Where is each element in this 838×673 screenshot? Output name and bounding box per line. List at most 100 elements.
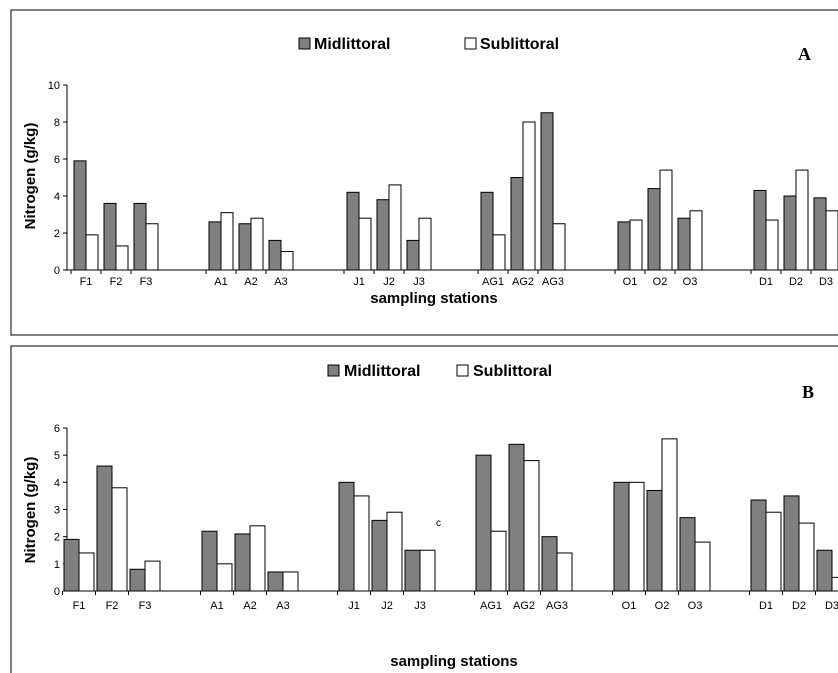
x-tick-label-d1: D1 bbox=[759, 276, 773, 288]
y-tick-label: 2 bbox=[54, 228, 60, 240]
bar-sublittoral-f3 bbox=[144, 560, 161, 592]
x-tick-label-d1: D1 bbox=[759, 600, 773, 612]
legend-swatch-sublittoral bbox=[464, 37, 477, 50]
panel-a-plot-area: 0 2 4 6 8 10 F1 F2 F3 A1 A2 A3 J1 J2 J3 AG1 AG2 AG3 O1 O2 O3… bbox=[48, 80, 838, 288]
panel-b-frame bbox=[10, 345, 838, 673]
bar-midlittoral-ag2 bbox=[510, 177, 524, 271]
bar-midlittoral-ag1 bbox=[480, 191, 494, 271]
bar-sublittoral-o2 bbox=[659, 169, 673, 271]
bar-sublittoral-j1 bbox=[353, 495, 370, 592]
bar-sublittoral-d3 bbox=[831, 576, 838, 592]
bar-midlittoral-o3 bbox=[677, 217, 691, 271]
x-tick-label-o3: O3 bbox=[683, 276, 698, 288]
bar-sublittoral-j3 bbox=[419, 549, 436, 592]
bar-sublittoral-j1 bbox=[358, 217, 372, 271]
legend-swatch-sublittoral bbox=[456, 364, 469, 377]
bar-sublittoral-f3 bbox=[145, 223, 159, 271]
bar-sublittoral-f1 bbox=[78, 552, 95, 592]
bar-sublittoral-f2 bbox=[111, 487, 128, 592]
x-tick-label-o2: O2 bbox=[655, 600, 670, 612]
x-tick-label-d2: D2 bbox=[792, 600, 806, 612]
panel-b: Midlittoral Sublittoral B Nitrogen (g/kg… bbox=[10, 345, 838, 673]
bar-midlittoral-d1 bbox=[753, 189, 767, 271]
panel-b-annotation: c bbox=[436, 518, 441, 529]
x-tick-label-j3: J3 bbox=[413, 276, 425, 288]
panel-a-legend: Midlittoral Sublittoral bbox=[298, 36, 559, 53]
bar-midlittoral-o1 bbox=[613, 481, 630, 592]
x-tick-label-ag3: AG3 bbox=[542, 276, 564, 288]
y-tick-label: 3 bbox=[54, 505, 60, 517]
bar-midlittoral-o1 bbox=[617, 221, 631, 271]
bar-midlittoral-d2 bbox=[783, 195, 797, 271]
bar-midlittoral-d3 bbox=[813, 197, 827, 271]
bar-midlittoral-f3 bbox=[129, 568, 146, 592]
bar-sublittoral-d3 bbox=[825, 210, 838, 271]
bar-midlittoral-ag1 bbox=[475, 454, 492, 592]
x-tick-label-a3: A3 bbox=[276, 600, 289, 612]
y-tick-label: 1 bbox=[54, 559, 60, 571]
legend-label-sublittoral: Sublittoral bbox=[480, 36, 559, 53]
x-tick-label-f1: F1 bbox=[80, 276, 93, 288]
bar-sublittoral-d1 bbox=[765, 219, 779, 271]
x-tick-label-o3: O3 bbox=[688, 600, 703, 612]
x-tick-label-a1: A1 bbox=[210, 600, 223, 612]
bar-sublittoral-a2 bbox=[249, 525, 266, 592]
x-tick-label-a2: A2 bbox=[244, 276, 257, 288]
x-tick-label-ag2: AG2 bbox=[513, 600, 535, 612]
bar-midlittoral-f3 bbox=[133, 202, 147, 271]
bar-sublittoral-f2 bbox=[115, 245, 129, 271]
bar-sublittoral-ag2 bbox=[522, 121, 536, 271]
y-tick-label: 10 bbox=[48, 80, 60, 92]
bar-midlittoral-o2 bbox=[647, 188, 661, 271]
bar-sublittoral-a3 bbox=[282, 571, 299, 592]
x-tick-label-o2: O2 bbox=[653, 276, 668, 288]
panel-a-frame bbox=[10, 9, 838, 336]
x-tick-label-f1: F1 bbox=[73, 600, 86, 612]
bar-sublittoral-a3 bbox=[280, 251, 294, 271]
bar-sublittoral-o1 bbox=[628, 481, 645, 592]
bar-midlittoral-d3 bbox=[816, 549, 833, 592]
x-tick-label-f2: F2 bbox=[110, 276, 123, 288]
bar-midlittoral-d2 bbox=[783, 495, 800, 592]
bar-sublittoral-ag3 bbox=[552, 223, 566, 271]
bar-midlittoral-a3 bbox=[267, 571, 284, 592]
bar-sublittoral-j3 bbox=[418, 217, 432, 271]
bar-midlittoral-a2 bbox=[238, 223, 252, 271]
bar-sublittoral-a2 bbox=[250, 217, 264, 271]
bar-midlittoral-j2 bbox=[371, 519, 388, 592]
y-tick-label: 0 bbox=[54, 265, 60, 277]
bar-sublittoral-ag3 bbox=[556, 552, 573, 592]
y-tick-label: 0 bbox=[54, 586, 60, 598]
panel-a-letter: A bbox=[798, 44, 811, 64]
panel-a-y-axis-label: Nitrogen (g/kg) bbox=[22, 123, 39, 230]
y-tick-label: 5 bbox=[54, 450, 60, 462]
legend-label-sublittoral: Sublittoral bbox=[473, 363, 552, 380]
panel-a: Midlittoral Sublittoral A Nitrogen (g/kg… bbox=[10, 9, 838, 336]
y-tick-label: 4 bbox=[54, 191, 60, 203]
bar-midlittoral-j2 bbox=[376, 199, 390, 271]
panel-b-y-axis-label: Nitrogen (g/kg) bbox=[22, 457, 39, 564]
x-tick-label-a1: A1 bbox=[214, 276, 227, 288]
x-tick-label-f2: F2 bbox=[106, 600, 119, 612]
x-tick-label-j1: J1 bbox=[348, 600, 360, 612]
x-tick-label-o1: O1 bbox=[623, 276, 638, 288]
bar-sublittoral-f1 bbox=[85, 234, 99, 271]
legend-swatch-midlittoral bbox=[298, 37, 311, 50]
bar-midlittoral-j3 bbox=[406, 239, 420, 271]
bar-sublittoral-o3 bbox=[694, 541, 711, 592]
bar-midlittoral-ag2 bbox=[508, 443, 525, 592]
bar-sublittoral-d2 bbox=[798, 522, 815, 592]
x-tick-label-a2: A2 bbox=[243, 600, 256, 612]
bar-midlittoral-f1 bbox=[73, 160, 87, 271]
bar-midlittoral-a1 bbox=[201, 530, 218, 592]
bar-midlittoral-j1 bbox=[346, 191, 360, 271]
x-tick-label-ag1: AG1 bbox=[480, 600, 502, 612]
x-tick-label-j1: J1 bbox=[353, 276, 365, 288]
bar-sublittoral-a1 bbox=[220, 212, 234, 271]
bar-midlittoral-f1 bbox=[63, 538, 80, 592]
panel-b-letter: B bbox=[802, 382, 814, 402]
bar-midlittoral-a3 bbox=[268, 239, 282, 271]
bar-sublittoral-j2 bbox=[386, 511, 403, 592]
bar-sublittoral-ag2 bbox=[523, 460, 540, 592]
